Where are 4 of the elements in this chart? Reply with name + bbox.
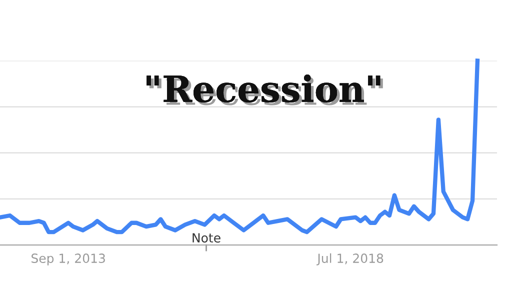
- x-tick-label: Jul 1, 2018: [316, 253, 384, 266]
- x-tick-label: Sep 1, 2013: [32, 254, 105, 266]
- chart-title: "Recession": [146, 74, 383, 106]
- annotation: Note: [192, 233, 220, 243]
